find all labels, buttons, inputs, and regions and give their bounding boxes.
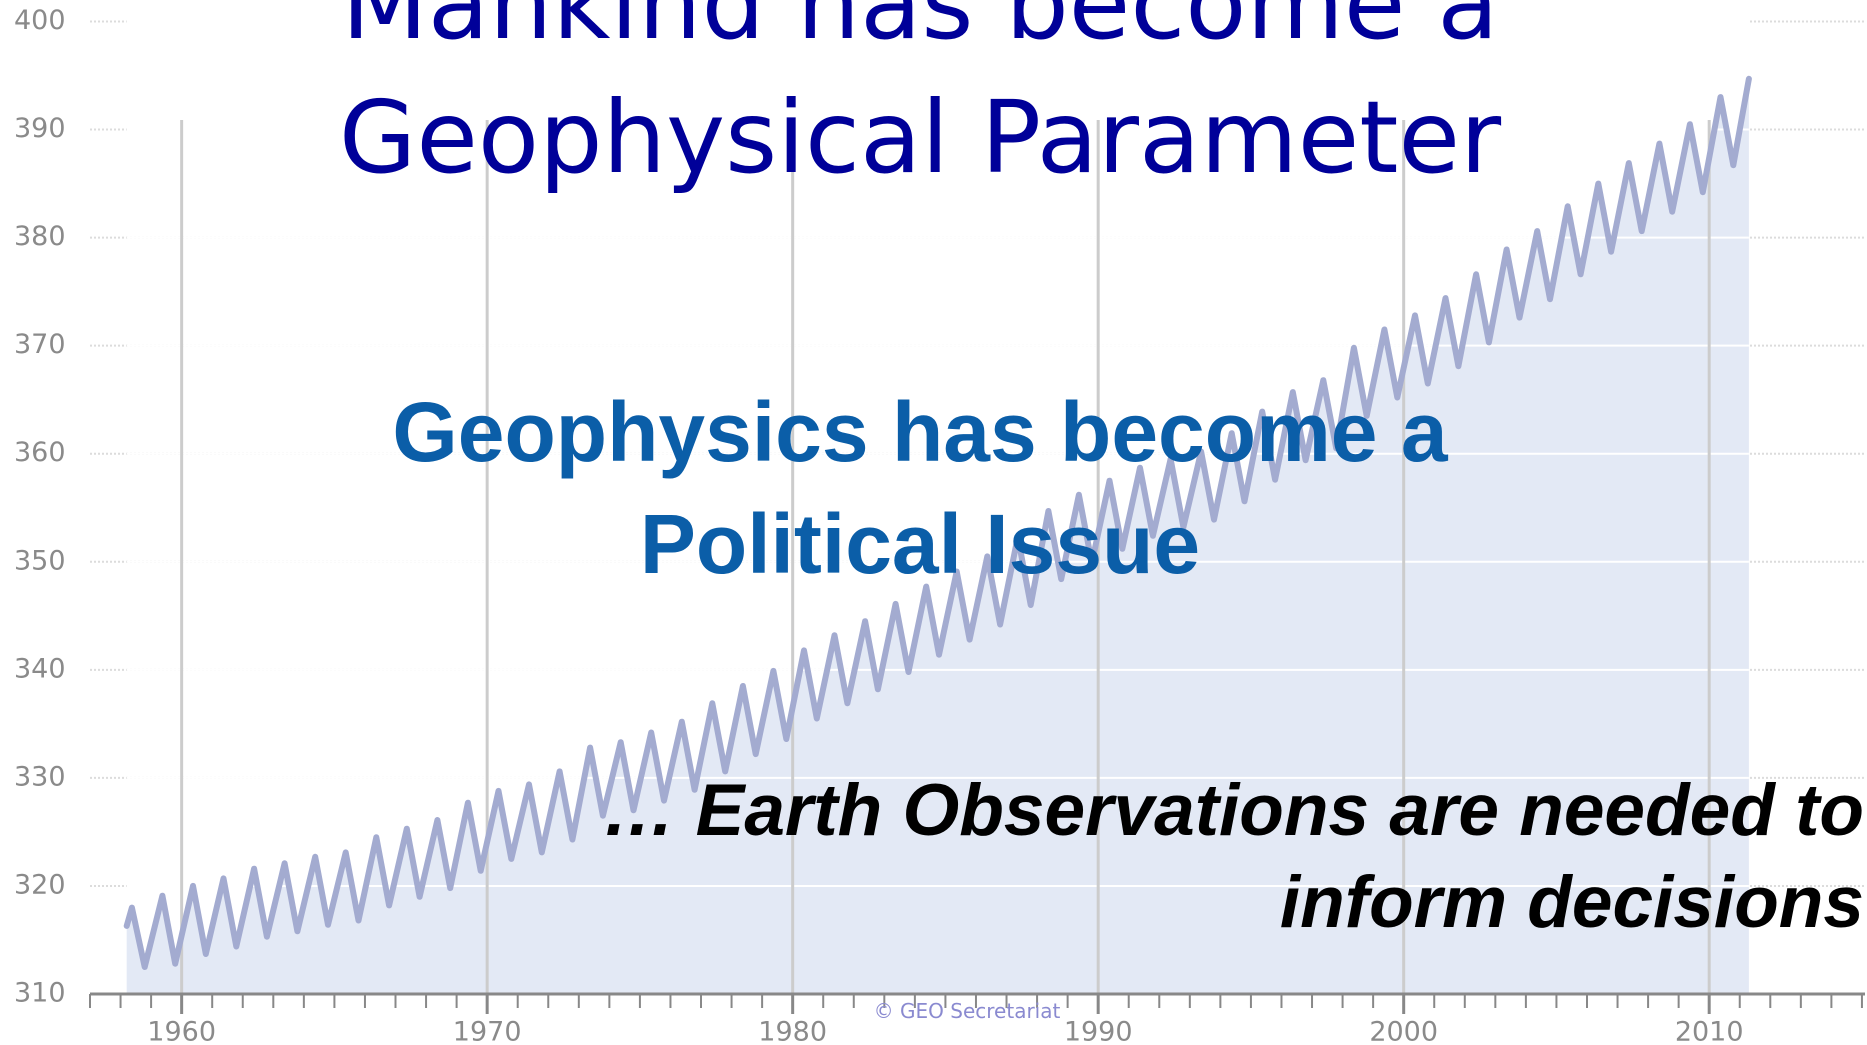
y-tick-label: 390 <box>14 113 66 144</box>
line <box>123 75 1752 970</box>
y-tick-label: 370 <box>14 329 66 360</box>
subtitle: Geophysics has become a <box>392 385 1448 479</box>
y-tick-label: 340 <box>14 653 66 684</box>
y-tick-label: 330 <box>14 761 66 792</box>
annotation: … Earth Observations are needed to <box>602 770 1864 851</box>
x-tick-label: 1990 <box>1064 1017 1133 1045</box>
chart-title: Mankind has become a <box>342 0 1499 62</box>
credit: © GEO Secretariat <box>874 999 1061 1023</box>
plot-area: 310 320 330 340 350 360 370 380 390 400 1960 1970 19… <box>14 5 1865 1045</box>
x-tick-label: 1980 <box>758 1017 827 1045</box>
x-tick-label: 1970 <box>453 1017 522 1045</box>
area <box>126 78 1749 995</box>
y-tick-label: 350 <box>14 545 66 576</box>
chart-title: Geophysical Parameter <box>339 79 1502 196</box>
x-tick-label: 2000 <box>1369 1017 1438 1045</box>
y-tick-label: 400 <box>14 5 66 36</box>
x-tick-label: 2010 <box>1675 1017 1744 1045</box>
y-tick-label: 320 <box>14 869 66 900</box>
overlay-texts: Mankind has become a Geophysical Paramet… <box>339 0 1864 1023</box>
annotation: inform decisions <box>1280 862 1864 943</box>
y-tick-label: 380 <box>14 221 66 252</box>
y-tick-label: 310 <box>14 978 66 1009</box>
y-tick-label: 360 <box>14 437 66 468</box>
x-tick-label: 1960 <box>147 1017 216 1045</box>
subtitle: Political Issue <box>640 497 1200 591</box>
